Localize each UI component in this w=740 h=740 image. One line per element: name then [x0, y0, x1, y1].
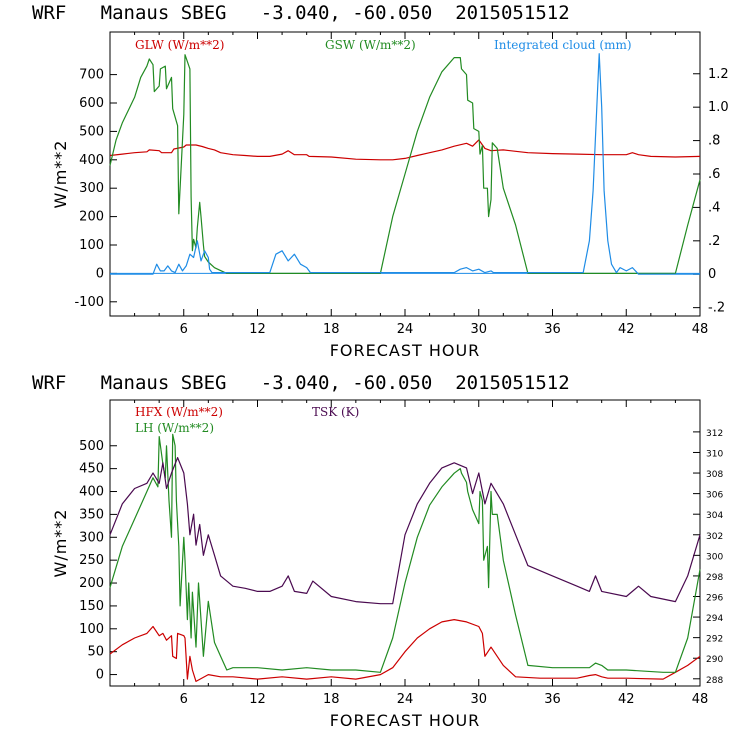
chart1-y2-tick-label: .2: [708, 234, 720, 249]
chart2-legend-hfx: HFX (W/m**2): [135, 405, 223, 419]
chart1-legend-integrated: Integrated cloud (mm): [494, 38, 632, 52]
chart1-y2-tick-label: .8: [708, 134, 720, 149]
chart1-x-tick-label: 36: [544, 322, 561, 337]
chart2-y2-tick-label: 288: [706, 676, 723, 686]
chart1-x-tick-label: 48: [692, 322, 709, 337]
chart1-x-tick-label: 6: [180, 322, 188, 337]
chart1-x-tick-label: 12: [249, 322, 266, 337]
chart2-x-tick-label: 36: [544, 692, 561, 707]
chart2-y-tick-label: 0: [96, 668, 104, 683]
chart1-y2-tick-label: 1.2: [708, 67, 729, 82]
chart2-y-tick-label: 50: [87, 645, 104, 660]
chart2-y-tick-label: 400: [79, 485, 104, 500]
chart2-y2-tick-label: 304: [706, 511, 723, 521]
chart1-y-axis-label: W/m**2: [51, 140, 70, 209]
chart2-y-tick-label: 150: [79, 599, 104, 614]
chart2-y-tick-label: 350: [79, 507, 104, 522]
top-chart-title: WRF Manaus SBEG -3.040, -60.050 20150515…: [32, 2, 570, 24]
chart2-plot-frame: [109, 399, 701, 687]
chart1-y-tick-label: 100: [79, 238, 104, 253]
chart1-series-integrated-line: [110, 53, 700, 275]
chart2-series-lh-line: [109, 433, 701, 673]
chart2-x-tick-label: 30: [470, 692, 487, 707]
chart2-y-tick-label: 300: [79, 530, 104, 545]
chart2-y2-tick-label: 312: [706, 429, 723, 439]
chart2-y2-tick-label: 302: [706, 532, 723, 542]
chart2-y-tick-label: 450: [79, 462, 104, 477]
chart2-x-tick-label: 24: [397, 692, 414, 707]
chart2-y-tick-label: 250: [79, 553, 104, 568]
chart1-x-tick-label: 24: [397, 322, 414, 337]
chart2-series-tsk-line: [109, 457, 701, 605]
chart2-y2-tick-label: 300: [706, 552, 723, 562]
chart2-y2-tick-label: 290: [706, 655, 723, 665]
chart1-legend-gsw: GSW (W/m**2): [325, 38, 416, 52]
chart1-x-tick-label: 30: [470, 322, 487, 337]
chart2-legend-lh: LH (W/m**2): [135, 421, 214, 435]
chart1-y-tick-label: 700: [79, 68, 104, 83]
chart1-y2-tick-label: 1.0: [708, 100, 729, 115]
chart2-y-tick-label: 100: [79, 622, 104, 637]
chart2-y-tick-label: 200: [79, 576, 104, 591]
chart1-y-tick-label: 200: [79, 210, 104, 225]
chart1-y-tick-label: 400: [79, 153, 104, 168]
chart2-x-axis-label: FORECAST HOUR: [330, 711, 481, 730]
chart1-y-tick-label: 500: [79, 124, 104, 139]
chart2-y2-tick-label: 308: [706, 470, 723, 480]
chart2-x-tick-label: 42: [618, 692, 635, 707]
bottom-chart-title: WRF Manaus SBEG -3.040, -60.050 20150515…: [32, 372, 570, 394]
chart1-y2-tick-label: .6: [708, 167, 720, 182]
chart2-x-tick-label: 6: [180, 692, 188, 707]
chart1-y-tick-label: 300: [79, 181, 104, 196]
chart1-series-glw-line: [109, 139, 701, 161]
chart1-y-tick-label: 0: [96, 266, 104, 281]
chart2-y2-tick-label: 296: [706, 593, 723, 603]
chart1-y-tick-label: 600: [79, 96, 104, 111]
chart2-y2-tick-label: 292: [706, 635, 723, 645]
chart2-series-hfx-line: [109, 618, 701, 683]
chart2-legend-tsk: TSK (K): [312, 405, 359, 419]
chart1-y2-tick-label: .4: [708, 200, 720, 215]
chart2-y-tick-label: 500: [79, 439, 104, 454]
chart2-x-tick-label: 48: [692, 692, 709, 707]
chart2-y2-tick-label: 306: [706, 491, 723, 501]
chart1-legend-glw: GLW (W/m**2): [135, 38, 224, 52]
chart2-y-axis-label: W/m**2: [51, 509, 70, 578]
chart1-x-tick-label: 42: [618, 322, 635, 337]
chart2-x-tick-label: 18: [323, 692, 340, 707]
chart2-y2-tick-label: 298: [706, 573, 723, 583]
chart2-x-tick-label: 12: [249, 692, 266, 707]
chart1-series-gsw-line: [109, 54, 701, 274]
chart1-y2-tick-label: -.2: [708, 301, 725, 316]
chart2-y2-tick-label: 310: [706, 449, 723, 459]
chart2-y2-tick-label: 294: [706, 614, 723, 624]
chart1-x-axis-label: FORECAST HOUR: [330, 341, 481, 360]
chart1-x-tick-label: 18: [323, 322, 340, 337]
chart1-y2-tick-label: 0: [708, 267, 716, 282]
chart1-y-tick-label: -100: [74, 295, 104, 310]
